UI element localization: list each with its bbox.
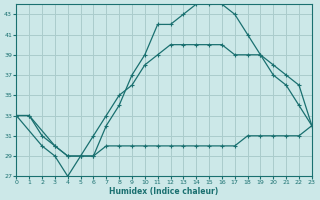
X-axis label: Humidex (Indice chaleur): Humidex (Indice chaleur)	[109, 187, 219, 196]
